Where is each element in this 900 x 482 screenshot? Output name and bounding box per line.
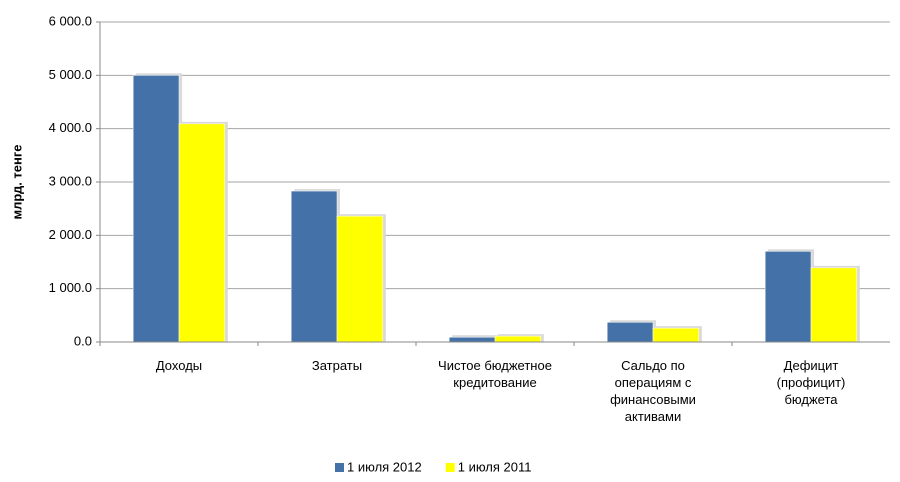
- y-tick-label: 6 000.0: [49, 13, 92, 28]
- x-tick-label: Затраты: [311, 358, 363, 373]
- bar: [494, 335, 542, 343]
- bar: [336, 215, 384, 343]
- y-tick-label: 2 000.0: [49, 227, 92, 242]
- bar: [290, 190, 338, 343]
- y-axis-label: млрд. тенге: [9, 144, 24, 219]
- y-tick-label: 5 000.0: [49, 67, 92, 82]
- x-tick-label: Чистое бюджетное кредитование: [438, 358, 552, 390]
- legend-swatch: [335, 463, 344, 472]
- y-tick-label: 3 000.0: [49, 173, 92, 188]
- x-tick-label: Сальдо по операциям с финансовыми актива…: [610, 358, 696, 424]
- x-tick-label: Доходы: [155, 358, 203, 373]
- bar: [810, 267, 858, 343]
- y-tick-label: 4 000.0: [49, 120, 92, 135]
- bar: [652, 327, 700, 343]
- bar: [764, 251, 812, 343]
- legend-swatch: [445, 463, 455, 472]
- bar: [448, 336, 496, 343]
- y-tick-label: 0.0: [74, 333, 92, 348]
- y-tick-label: 1 000.0: [49, 280, 92, 295]
- x-tick-label: Дефицит (профицит) бюджета: [776, 358, 846, 407]
- bar: [606, 322, 654, 343]
- legend-label: 1 июля 2011: [458, 459, 532, 474]
- bar: [132, 75, 180, 343]
- bar: [178, 123, 226, 343]
- legend-label: 1 июля 2012: [347, 459, 422, 474]
